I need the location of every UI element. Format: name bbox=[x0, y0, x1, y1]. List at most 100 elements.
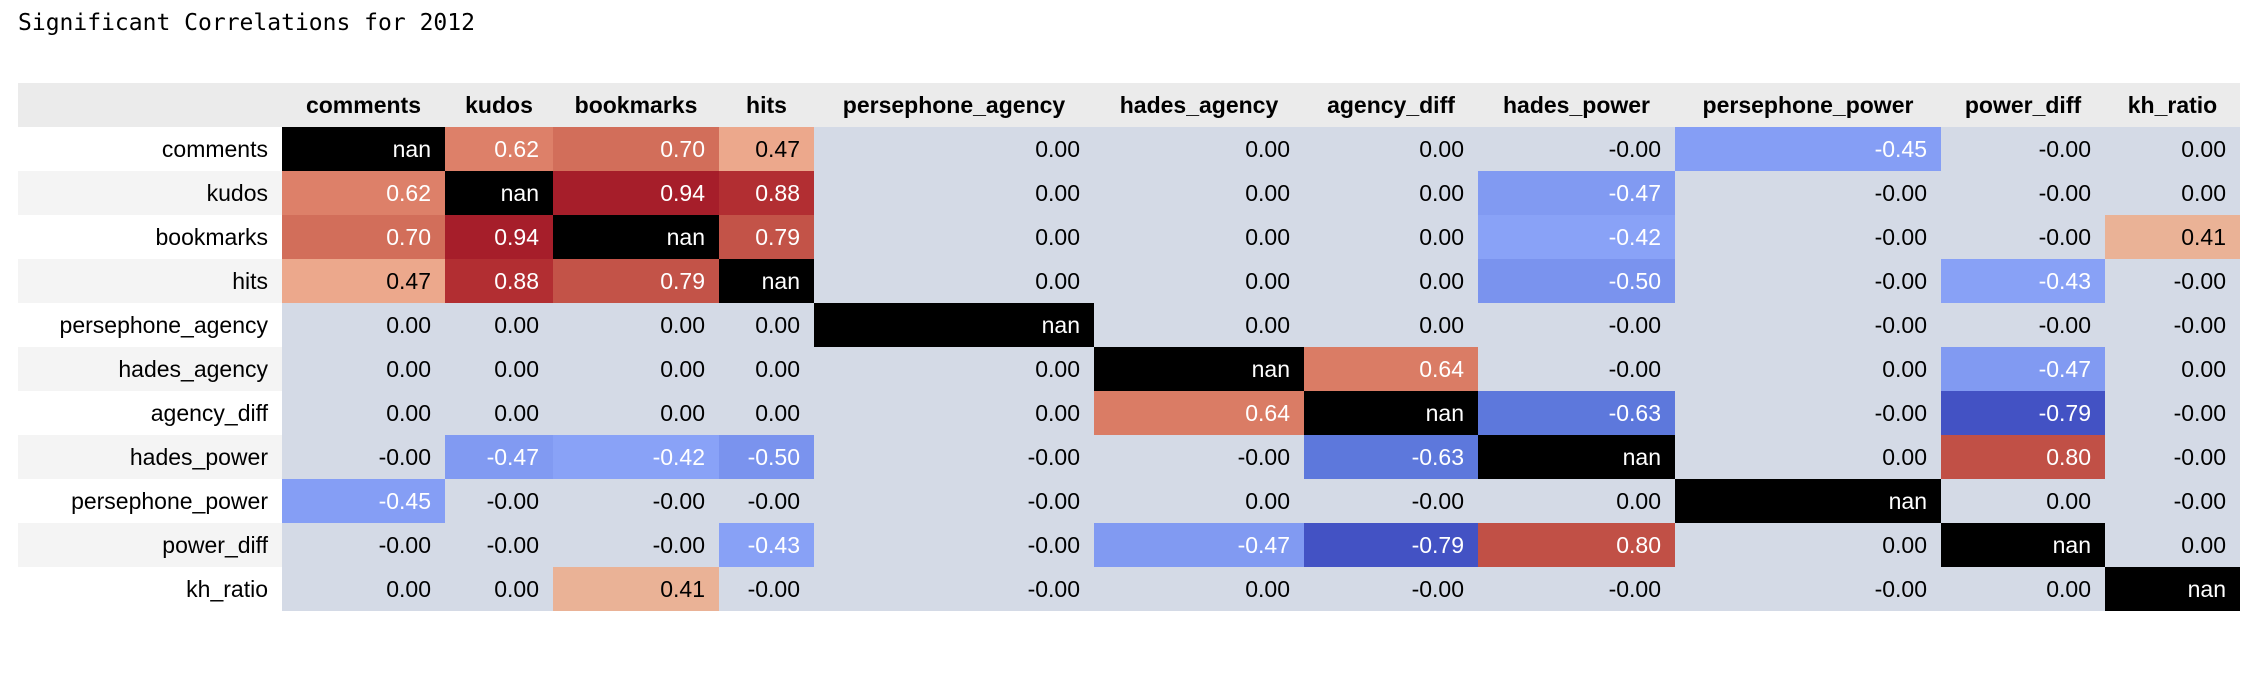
chart-title: Significant Correlations for 2012 bbox=[18, 10, 475, 36]
table-row: kudos 0.62 nan 0.94 0.88 0.00 0.00 0.00 -0.47 -0.… bbox=[18, 171, 2240, 215]
table-row: persephone_agency 0.00 0.00 0.00 0.00 nan 0.00… bbox=[18, 303, 2240, 347]
heatmap-cell: -0.00 bbox=[445, 479, 553, 523]
row-header-comments: comments bbox=[18, 127, 282, 171]
heatmap-cell: -0.00 bbox=[1304, 567, 1478, 611]
heatmap-cell: 0.00 bbox=[1094, 259, 1304, 303]
heatmap-cell: nan bbox=[719, 259, 814, 303]
heatmap-cell: -0.00 bbox=[814, 523, 1094, 567]
heatmap-cell: 0.00 bbox=[814, 347, 1094, 391]
heatmap-cell: 0.00 bbox=[553, 303, 719, 347]
row-header-kh-ratio: kh_ratio bbox=[18, 567, 282, 611]
heatmap-cell: 0.00 bbox=[814, 215, 1094, 259]
heatmap-cell: -0.79 bbox=[1941, 391, 2105, 435]
heatmap-cell: 0.00 bbox=[1094, 567, 1304, 611]
heatmap-cell: 0.79 bbox=[719, 215, 814, 259]
column-header-bookmarks: bookmarks bbox=[553, 83, 719, 127]
row-header-persephone-agency: persephone_agency bbox=[18, 303, 282, 347]
heatmap-cell: nan bbox=[1478, 435, 1675, 479]
heatmap-cell: nan bbox=[553, 215, 719, 259]
heatmap-cell: 0.00 bbox=[1094, 303, 1304, 347]
heatmap-cell: 0.00 bbox=[1094, 171, 1304, 215]
heatmap-cell: -0.00 bbox=[553, 523, 719, 567]
heatmap-cell: 0.70 bbox=[282, 215, 445, 259]
heatmap-cell: 0.41 bbox=[553, 567, 719, 611]
table-row: kh_ratio 0.00 0.00 0.41 -0.00 -0.00 0.00 -0.00-… bbox=[18, 567, 2240, 611]
table-row: bookmarks 0.70 0.94 nan 0.79 0.00 0.00 0.00 -0.4… bbox=[18, 215, 2240, 259]
heatmap-cell: -0.00 bbox=[2105, 391, 2240, 435]
heatmap-cell: 0.00 bbox=[1675, 435, 1941, 479]
heatmap-cell: -0.00 bbox=[1675, 567, 1941, 611]
heatmap-cell: 0.00 bbox=[445, 303, 553, 347]
heatmap-cell: 0.00 bbox=[719, 347, 814, 391]
row-header-hades-power: hades_power bbox=[18, 435, 282, 479]
heatmap-cell: -0.00 bbox=[1675, 303, 1941, 347]
heatmap-cell: 0.88 bbox=[719, 171, 814, 215]
column-header-hades-power: hades_power bbox=[1478, 83, 1675, 127]
heatmap-cell: -0.00 bbox=[1941, 171, 2105, 215]
column-header-hits: hits bbox=[719, 83, 814, 127]
table-row: agency_diff 0.00 0.00 0.00 0.00 0.00 0.64 nan -0… bbox=[18, 391, 2240, 435]
heatmap-cell: 0.00 bbox=[1094, 215, 1304, 259]
correlation-heatmap-table: comments kudos bookmarks hits persephone_age… bbox=[18, 83, 2240, 611]
heatmap-cell: 0.00 bbox=[1094, 479, 1304, 523]
heatmap-cell: -0.00 bbox=[1478, 127, 1675, 171]
heatmap-cell: 0.00 bbox=[1304, 127, 1478, 171]
row-header-hades-agency: hades_agency bbox=[18, 347, 282, 391]
column-header-agency-diff: agency_diff bbox=[1304, 83, 1478, 127]
heatmap-cell: 0.00 bbox=[2105, 347, 2240, 391]
heatmap-cell: 0.41 bbox=[2105, 215, 2240, 259]
heatmap-cell: 0.00 bbox=[282, 567, 445, 611]
heatmap-cell: -0.00 bbox=[814, 435, 1094, 479]
heatmap-cell: 0.70 bbox=[553, 127, 719, 171]
heatmap-cell: -0.00 bbox=[445, 523, 553, 567]
heatmap-cell: -0.00 bbox=[2105, 435, 2240, 479]
heatmap-cell: -0.50 bbox=[1478, 259, 1675, 303]
heatmap-cell: -0.00 bbox=[1478, 347, 1675, 391]
table-row: hits 0.47 0.88 0.79 nan 0.00 0.00 0.00 -0.50 -0.0… bbox=[18, 259, 2240, 303]
heatmap-cell: -0.42 bbox=[553, 435, 719, 479]
heatmap-cell: 0.64 bbox=[1304, 347, 1478, 391]
table-row: power_diff -0.00 -0.00 -0.00 -0.43 -0.00 -0.47… bbox=[18, 523, 2240, 567]
heatmap-cell: 0.00 bbox=[282, 303, 445, 347]
row-header-power-diff: power_diff bbox=[18, 523, 282, 567]
heatmap-cell: nan bbox=[1094, 347, 1304, 391]
heatmap-cell: 0.00 bbox=[1304, 215, 1478, 259]
heatmap-cell: -0.00 bbox=[1675, 391, 1941, 435]
heatmap-cell: 0.00 bbox=[445, 567, 553, 611]
heatmap-cell: 0.00 bbox=[814, 171, 1094, 215]
heatmap-cell: 0.62 bbox=[282, 171, 445, 215]
heatmap-cell: -0.47 bbox=[1941, 347, 2105, 391]
heatmap-cell: 0.00 bbox=[1094, 127, 1304, 171]
heatmap-cell: -0.00 bbox=[2105, 303, 2240, 347]
row-header-agency-diff: agency_diff bbox=[18, 391, 282, 435]
heatmap-cell: -0.47 bbox=[1478, 171, 1675, 215]
row-header-bookmarks: bookmarks bbox=[18, 215, 282, 259]
heatmap-cell: 0.00 bbox=[2105, 523, 2240, 567]
heatmap-cell: -0.47 bbox=[1094, 523, 1304, 567]
heatmap-cell: 0.47 bbox=[282, 259, 445, 303]
heatmap-cell: -0.00 bbox=[1941, 215, 2105, 259]
table-row: persephone_power -0.45 -0.00 -0.00 -0.00 -0.0… bbox=[18, 479, 2240, 523]
heatmap-cell: 0.00 bbox=[1675, 523, 1941, 567]
column-header-comments: comments bbox=[282, 83, 445, 127]
table-row: hades_agency 0.00 0.00 0.00 0.00 0.00 nan 0.64-… bbox=[18, 347, 2240, 391]
row-header-hits: hits bbox=[18, 259, 282, 303]
heatmap-cell: -0.00 bbox=[1941, 303, 2105, 347]
heatmap-cell: 0.00 bbox=[282, 347, 445, 391]
heatmap-cell: 0.00 bbox=[1478, 479, 1675, 523]
heatmap-cell: 0.00 bbox=[282, 391, 445, 435]
heatmap-cell: 0.00 bbox=[445, 347, 553, 391]
heatmap-cell: -0.00 bbox=[2105, 259, 2240, 303]
heatmap-cell: 0.47 bbox=[719, 127, 814, 171]
heatmap-cell: 0.80 bbox=[1941, 435, 2105, 479]
heatmap-cell: 0.79 bbox=[553, 259, 719, 303]
heatmap-cell: -0.00 bbox=[719, 479, 814, 523]
row-header-kudos: kudos bbox=[18, 171, 282, 215]
column-header-hades-agency: hades_agency bbox=[1094, 83, 1304, 127]
table-row: comments nan 0.62 0.70 0.47 0.00 0.00 0.00 -0.00… bbox=[18, 127, 2240, 171]
heatmap-cell: 0.00 bbox=[814, 127, 1094, 171]
heatmap-cell: nan bbox=[2105, 567, 2240, 611]
heatmap-cell: 0.00 bbox=[1941, 479, 2105, 523]
heatmap-cell: -0.45 bbox=[282, 479, 445, 523]
heatmap-cell: -0.00 bbox=[1675, 171, 1941, 215]
